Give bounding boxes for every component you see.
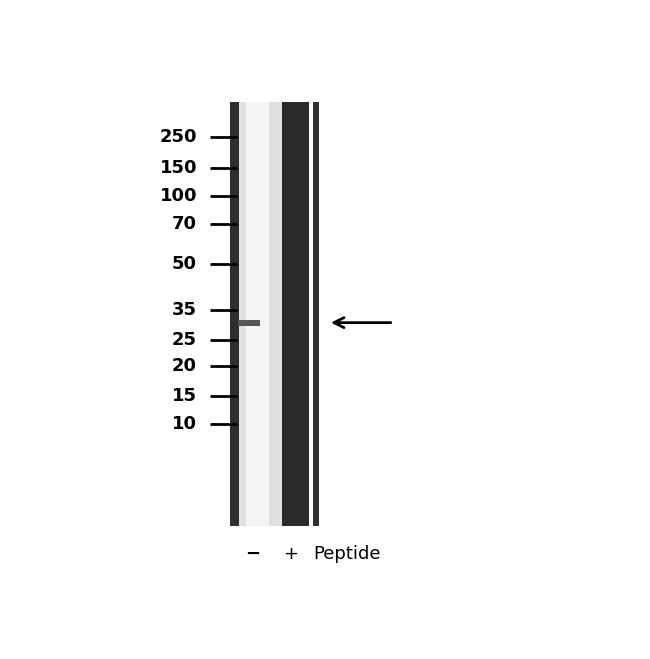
Text: 10: 10 <box>172 415 197 433</box>
Text: 250: 250 <box>160 129 197 146</box>
Text: 100: 100 <box>160 186 197 205</box>
Text: 25: 25 <box>172 331 197 349</box>
Text: 20: 20 <box>172 357 197 375</box>
Text: 70: 70 <box>172 215 197 233</box>
Bar <box>313 102 319 526</box>
Bar <box>230 102 239 526</box>
Text: −: − <box>245 544 260 563</box>
Text: +: + <box>283 544 298 563</box>
Bar <box>246 102 269 526</box>
Text: 15: 15 <box>172 387 197 405</box>
Text: Peptide: Peptide <box>313 544 380 563</box>
Bar <box>239 102 281 526</box>
Bar <box>281 102 309 526</box>
Bar <box>239 320 260 326</box>
Text: 50: 50 <box>172 255 197 273</box>
Text: 150: 150 <box>160 159 197 177</box>
Text: 35: 35 <box>172 301 197 319</box>
